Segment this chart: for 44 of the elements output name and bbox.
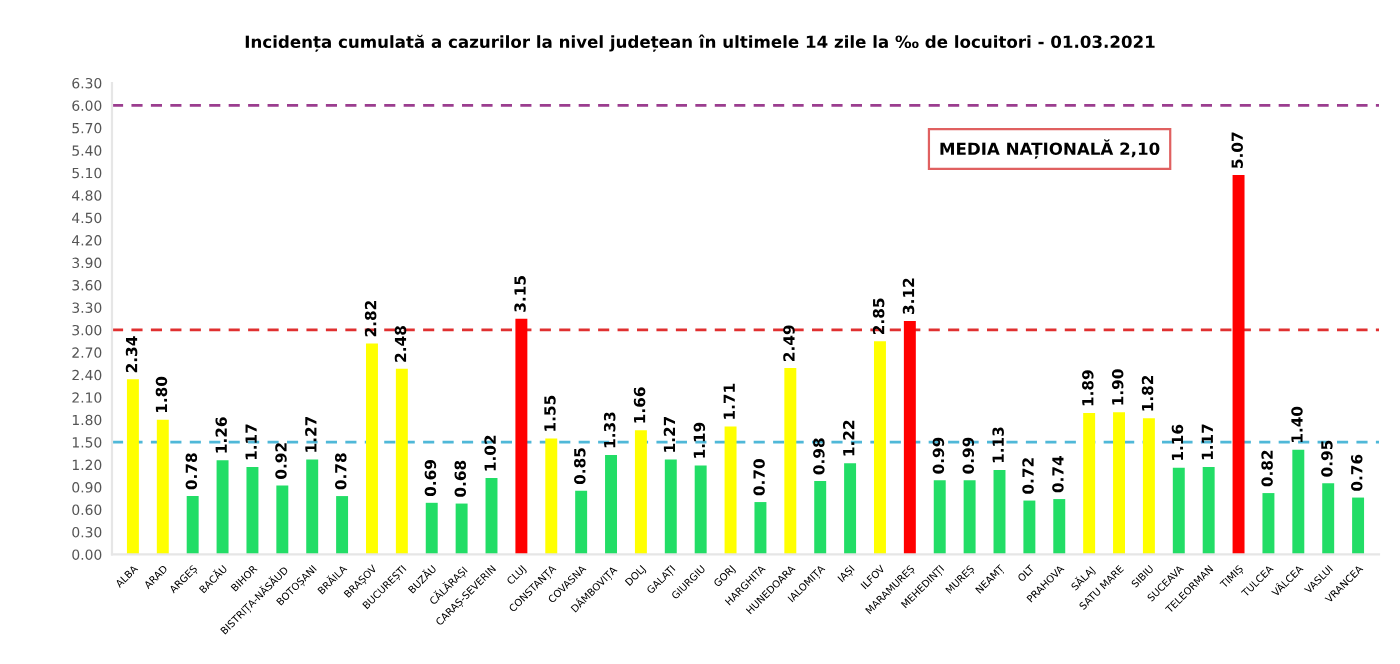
bar [515,318,528,555]
bar [395,368,408,555]
bar [216,460,229,555]
bar [455,503,468,555]
bar [1232,175,1245,555]
bar [664,459,677,555]
bar [425,502,438,555]
bar [814,481,827,555]
bar [1262,493,1275,555]
bar [1023,500,1036,555]
bar [844,463,857,555]
bar [1202,466,1215,555]
bar [963,480,976,555]
bar [754,502,767,555]
bar [1292,449,1305,555]
bar [1322,483,1335,555]
bar [366,343,378,555]
bar [246,466,259,555]
bar [485,478,498,555]
bar [306,459,319,555]
bar [186,496,199,555]
bar [545,438,558,555]
bar [126,379,139,555]
bar [993,469,1006,555]
bar [784,368,797,555]
bar [694,465,707,555]
bar [1053,499,1066,555]
chart-title: Incidența cumulată a cazurilor la nivel județean în ultimele 14 zile la ‰ de locuitori - 01.03.2021 [245,34,1155,52]
bar [1083,413,1096,555]
bar [1352,497,1365,555]
bar [903,320,916,555]
annotation: MEDIA NAȚIONALĂ 2,10 [940,139,1160,159]
bar [1172,467,1185,555]
bar [156,419,169,555]
bar [336,496,349,555]
bar [1113,412,1125,555]
bar [605,454,618,555]
bar [276,485,289,555]
bar [933,480,946,555]
bar [873,341,886,555]
bar [634,430,647,555]
bar [575,490,588,555]
bar [1142,418,1155,555]
bar [724,426,737,555]
